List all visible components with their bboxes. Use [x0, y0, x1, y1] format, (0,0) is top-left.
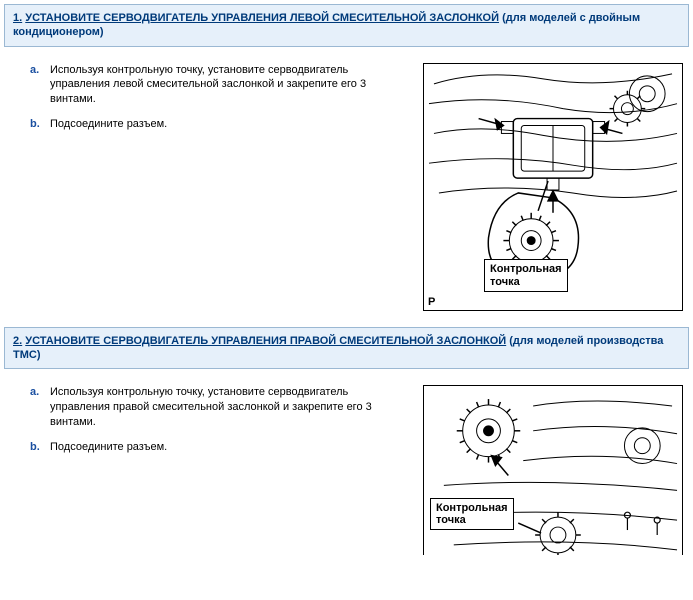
figure-2: Контрольная точка: [423, 385, 683, 555]
section-title-1: УСТАНОВИТЕ СЕРВОДВИГАТЕЛЬ УПРАВЛЕНИЯ ЛЕВ…: [25, 12, 499, 24]
section-header-1: 1. УСТАНОВИТЕ СЕРВОДВИГАТЕЛЬ УПРАВЛЕНИЯ …: [4, 4, 689, 47]
figure-1-corner-label: P: [428, 296, 435, 308]
steps-1: Используя контрольную точку, установите …: [30, 63, 407, 142]
step-2b-text: Подсоедините разъем.: [50, 441, 167, 453]
step-2a-text: Используя контрольную точку, установите …: [50, 386, 372, 428]
section-title-2: УСТАНОВИТЕ СЕРВОДВИГАТЕЛЬ УПРАВЛЕНИЯ ПРА…: [25, 335, 506, 347]
step-1b: Подсоедините разъем.: [30, 117, 407, 132]
figure-2-callout-l2: точка: [436, 514, 466, 526]
section-body-1: Используя контрольную точку, установите …: [0, 63, 693, 323]
step-1b-text: Подсоедините разъем.: [50, 118, 167, 130]
figure-1-callout: Контрольная точка: [484, 259, 568, 291]
figure-1-callout-l1: Контрольная: [490, 263, 562, 275]
figure-2-callout: Контрольная точка: [430, 498, 514, 530]
figure-1: Контрольная точка P: [423, 63, 683, 311]
step-1a-text: Используя контрольную точку, установите …: [50, 64, 366, 106]
section-body-2: Используя контрольную точку, установите …: [0, 385, 693, 567]
step-1a: Используя контрольную точку, установите …: [30, 63, 407, 108]
step-2a: Используя контрольную точку, установите …: [30, 385, 407, 430]
section-number-1: 1.: [13, 12, 22, 24]
section-number-2: 2.: [13, 335, 22, 347]
figure-1-callout-l2: точка: [490, 276, 520, 288]
steps-2: Используя контрольную точку, установите …: [30, 385, 407, 464]
figure-2-callout-l1: Контрольная: [436, 502, 508, 514]
section-header-2: 2. УСТАНОВИТЕ СЕРВОДВИГАТЕЛЬ УПРАВЛЕНИЯ …: [4, 327, 689, 370]
step-2b: Подсоедините разъем.: [30, 440, 407, 455]
